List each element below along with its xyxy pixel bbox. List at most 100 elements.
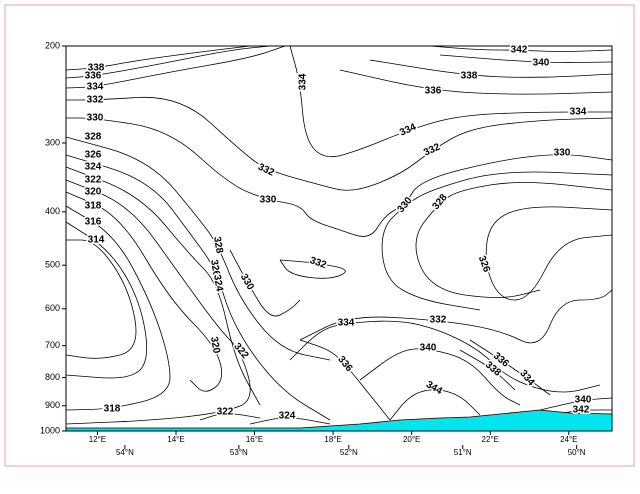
contour-label: 314 [88, 235, 105, 246]
contour-label: 322 [85, 175, 102, 186]
contour-label: 332 [308, 255, 328, 271]
contour-line [369, 59, 613, 78]
page-frame [4, 4, 635, 467]
y-tick-label: 1000 [40, 425, 60, 435]
contour-label: 334 [570, 107, 587, 118]
contour-line [65, 166, 261, 406]
x-tick-label: 22°E [482, 435, 499, 444]
y-tick-label: 600 [45, 303, 60, 313]
contour-label: 324 [211, 274, 225, 293]
contour-line [439, 54, 613, 63]
x-tick-label: 20°E [403, 435, 420, 444]
contour-line [539, 397, 613, 411]
x2-tick-label: 53°N [230, 448, 248, 457]
contour-label: 324 [85, 162, 102, 173]
contour-label: 342 [573, 405, 590, 416]
contour-line [65, 179, 251, 425]
contour-line [65, 154, 331, 421]
contour-label: 322 [217, 407, 234, 418]
contour-line [65, 136, 331, 361]
y-tick-label: 400 [45, 206, 60, 216]
contour-label: 344 [424, 379, 444, 397]
contour-line [199, 413, 261, 421]
contour-line [459, 349, 516, 391]
contour-label: 342 [511, 45, 528, 56]
y-tick-label: 300 [45, 137, 60, 147]
x-tick-label: 14°E [167, 435, 184, 444]
contour-label: 338 [88, 63, 105, 74]
contour-label: 340 [533, 58, 550, 69]
contour-label: 330 [554, 148, 571, 159]
contour-line [469, 339, 551, 396]
contour-label: 324 [279, 411, 296, 422]
y-tick-label: 900 [45, 400, 60, 410]
x-tick-label: 12°E [89, 435, 106, 444]
x2-tick-label: 51°N [454, 448, 472, 457]
contour-line [66, 96, 613, 191]
contour-label: 326 [208, 259, 222, 278]
contour-label: 316 [85, 217, 102, 228]
x2-tick-label: 50°N [568, 448, 586, 457]
contour-label: 336 [85, 71, 102, 82]
contour-label: 326 [85, 150, 102, 161]
contour-label: 330 [260, 195, 277, 206]
y-tick-label: 700 [45, 340, 60, 350]
contour-label: 334 [398, 121, 418, 138]
contour-line [66, 117, 613, 237]
y-tick-label: 500 [45, 260, 60, 270]
contour-label: 318 [85, 201, 102, 212]
contour-label: 330 [87, 113, 104, 124]
contour-label: 326 [476, 254, 492, 274]
contour-label: 332 [422, 141, 442, 158]
contour-line [339, 69, 613, 95]
plot-frame [65, 45, 613, 432]
contour-line [299, 339, 391, 421]
contour-line [289, 45, 612, 158]
contour-line [381, 171, 613, 311]
contour-label: 328 [211, 236, 225, 255]
contour-label: 334 [298, 73, 309, 90]
x-tick-label: 24°E [560, 435, 577, 444]
x-tick-label: 18°E [324, 435, 341, 444]
contour-line [65, 45, 286, 89]
contour-label: 332 [256, 162, 276, 179]
contour-line [65, 221, 148, 379]
y-tick-label: 200 [45, 40, 60, 50]
contour-line [415, 182, 613, 298]
contour-label: 340 [420, 343, 437, 354]
contour-line [65, 205, 171, 411]
contour-label: 328 [431, 192, 450, 212]
contour-label: 320 [85, 187, 102, 198]
contour-label: 328 [85, 132, 102, 143]
contour-line [299, 289, 613, 344]
contours [65, 45, 613, 425]
contour-line [249, 417, 331, 425]
contour-label: 336 [425, 86, 442, 97]
contour-labels: 3383363343323303283263243223203183163143… [83, 43, 593, 423]
contour-label: 332 [87, 95, 104, 106]
contour-label: 334 [87, 82, 104, 93]
contour-line [65, 191, 223, 392]
contour-line [279, 259, 346, 279]
contour-line [65, 45, 251, 71]
contour-line [485, 206, 613, 301]
contour-label: 334 [338, 318, 355, 329]
contour-line [65, 45, 271, 79]
contour-line [389, 389, 481, 421]
contour-line [229, 249, 301, 317]
contour-label: 338 [461, 71, 478, 82]
y-tick-label: 800 [45, 372, 60, 382]
contour-label: 318 [104, 404, 121, 415]
contour-line [289, 320, 601, 393]
contour-label: 330 [238, 272, 256, 292]
contour-label: 320 [208, 336, 222, 355]
contour-line [359, 348, 521, 406]
contour-label: 332 [430, 315, 447, 326]
x2-tick-label: 54°N [116, 448, 134, 457]
contour-label: 334 [517, 368, 536, 388]
contour-line [65, 239, 137, 359]
contour-label: 340 [575, 395, 592, 406]
x2-tick-label: 52°N [340, 448, 358, 457]
x-tick-label: 16°E [246, 435, 263, 444]
